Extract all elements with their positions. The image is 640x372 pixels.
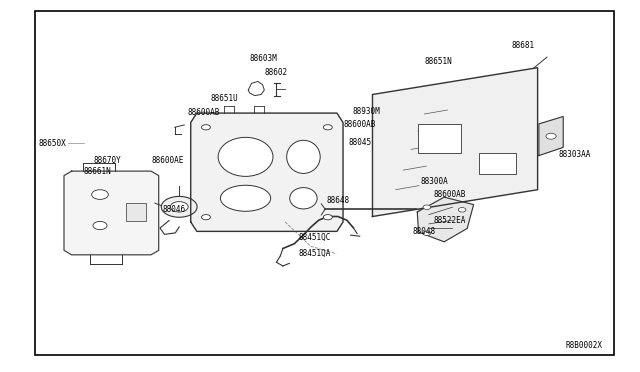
Polygon shape — [191, 113, 343, 231]
Circle shape — [323, 125, 332, 130]
Circle shape — [423, 205, 431, 209]
Text: 88600AB: 88600AB — [344, 120, 376, 129]
Bar — [418, 124, 461, 153]
Text: 88651N: 88651N — [424, 57, 452, 66]
Text: 88303AA: 88303AA — [559, 150, 591, 159]
Text: 88603M: 88603M — [250, 54, 278, 63]
Circle shape — [423, 231, 431, 235]
Text: 88522EA: 88522EA — [433, 216, 465, 225]
Text: 88300A: 88300A — [420, 177, 448, 186]
Circle shape — [93, 221, 107, 230]
Text: 88681: 88681 — [512, 41, 535, 50]
Bar — [125, 203, 147, 221]
Circle shape — [546, 133, 556, 139]
Text: 88451QA: 88451QA — [299, 249, 331, 258]
Text: 88048: 88048 — [412, 227, 435, 236]
Polygon shape — [64, 171, 159, 255]
Circle shape — [161, 196, 197, 217]
Polygon shape — [417, 197, 474, 242]
Text: 88046: 88046 — [163, 205, 186, 214]
Text: R8B0002X: R8B0002X — [566, 341, 603, 350]
Text: 88602: 88602 — [265, 68, 288, 77]
Polygon shape — [372, 68, 538, 217]
Bar — [479, 153, 516, 174]
Polygon shape — [539, 116, 563, 155]
Text: 88650X: 88650X — [38, 139, 66, 148]
Text: 88651U: 88651U — [210, 94, 238, 103]
Circle shape — [202, 125, 211, 130]
Circle shape — [92, 190, 108, 199]
Ellipse shape — [287, 140, 320, 173]
Text: 88661N: 88661N — [83, 167, 111, 176]
Text: 88930M: 88930M — [352, 107, 380, 116]
Text: 88648: 88648 — [326, 196, 349, 205]
Circle shape — [458, 208, 466, 212]
Ellipse shape — [220, 185, 271, 211]
Ellipse shape — [290, 187, 317, 209]
Circle shape — [170, 202, 188, 212]
Ellipse shape — [218, 137, 273, 176]
Circle shape — [202, 215, 211, 220]
Text: 88670Y: 88670Y — [93, 156, 122, 165]
Text: 88600AB: 88600AB — [188, 108, 220, 117]
Text: 88600AB: 88600AB — [433, 190, 465, 199]
Text: 88600AE: 88600AE — [152, 156, 184, 165]
Text: 88451QC: 88451QC — [299, 233, 331, 242]
Circle shape — [323, 215, 332, 220]
Text: 88045: 88045 — [348, 138, 371, 147]
